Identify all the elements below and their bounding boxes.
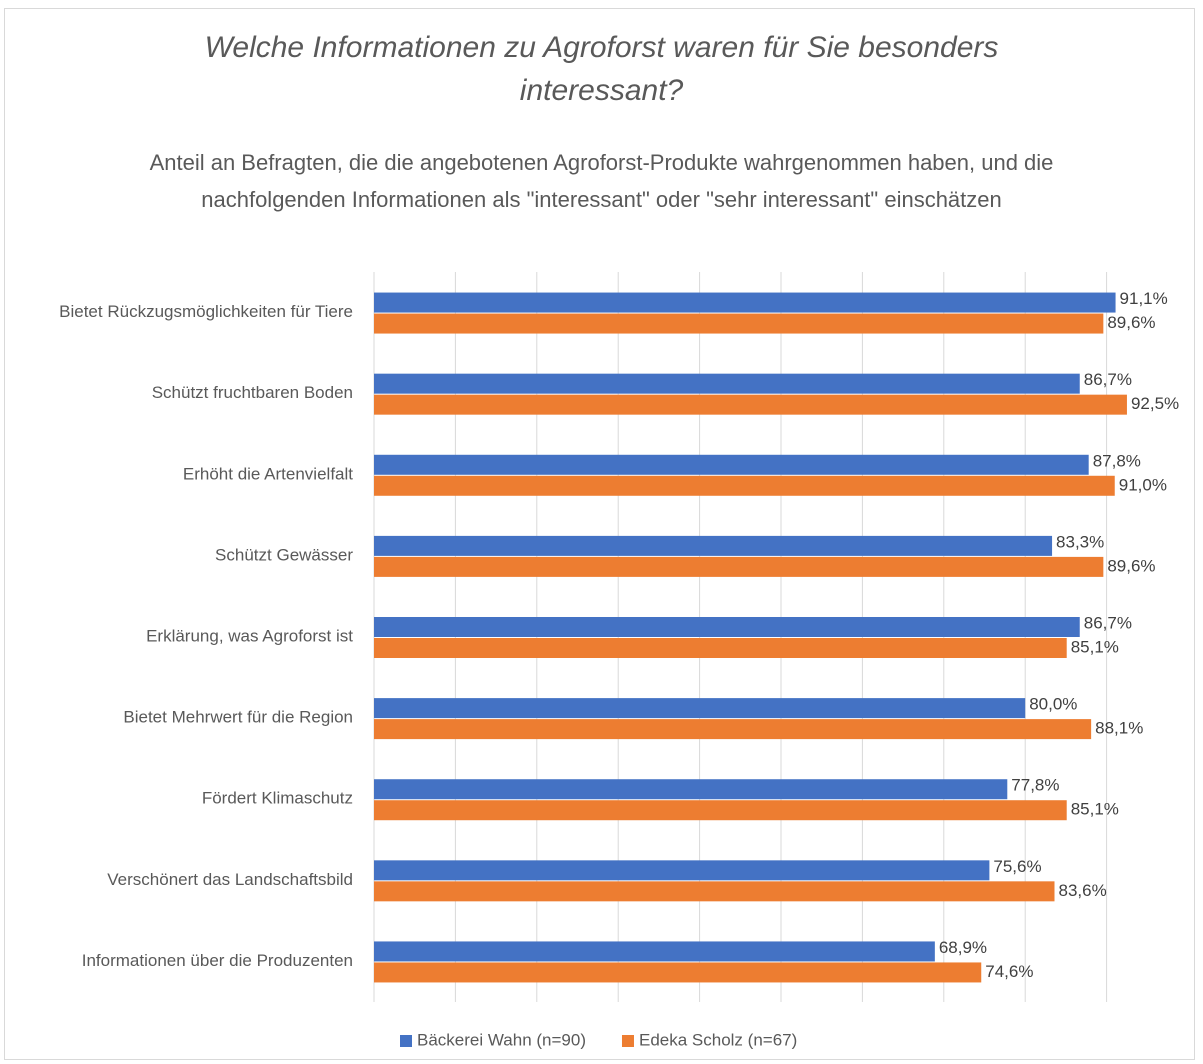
data-label: 83,3% — [1056, 532, 1104, 551]
data-label: 89,6% — [1107, 313, 1155, 332]
bar — [374, 292, 1116, 313]
category-label: Schützt fruchtbaren Boden — [152, 383, 353, 402]
legend-swatch — [400, 1035, 412, 1047]
data-label: 85,1% — [1071, 637, 1119, 656]
category-label: Informationen über die Produzenten — [82, 951, 353, 970]
bar — [374, 860, 990, 881]
bar — [374, 779, 1008, 800]
chart-subtitle: Anteil an Befragten, die die angebotenen… — [149, 150, 1054, 212]
category-label: Bietet Rückzugsmöglichkeiten für Tiere — [59, 302, 353, 321]
bar — [374, 638, 1067, 658]
bar — [374, 394, 1127, 415]
bar — [374, 941, 935, 962]
data-label: 77,8% — [1011, 776, 1059, 795]
bar — [374, 800, 1067, 821]
data-label: 85,1% — [1071, 800, 1119, 819]
bar — [374, 719, 1092, 740]
data-label: 83,6% — [1059, 881, 1107, 900]
category-label: Erklärung, was Agroforst ist — [146, 626, 353, 645]
category-label: Fördert Klimaschutz — [202, 789, 353, 808]
data-label: 89,6% — [1107, 556, 1155, 575]
data-label: 74,6% — [985, 962, 1033, 981]
data-label: 88,1% — [1095, 719, 1143, 738]
bar — [374, 962, 982, 983]
legend-label: Bäckerei Wahn (n=90) — [417, 1030, 586, 1049]
data-label: 87,8% — [1093, 451, 1141, 470]
bar — [374, 373, 1080, 394]
category-label: Erhöht die Artenvielfalt — [183, 464, 353, 483]
bar — [374, 556, 1104, 577]
data-label: 91,1% — [1120, 289, 1168, 308]
data-label: 86,7% — [1084, 370, 1132, 389]
bar — [374, 313, 1104, 334]
bar — [374, 475, 1115, 496]
legend-swatch — [621, 1035, 634, 1047]
category-label: Schützt Gewässer — [215, 545, 353, 564]
bar — [374, 617, 1080, 637]
category-label: Verschönert das Landschaftsbild — [107, 870, 353, 889]
data-label: 86,7% — [1084, 613, 1132, 632]
data-label: 75,6% — [993, 857, 1041, 876]
bar — [374, 881, 1055, 902]
data-label: 68,9% — [939, 938, 987, 957]
chart-subtitle-box: Anteil an Befragten, die die angebotenen… — [0, 144, 1203, 218]
chart-frame — [4, 8, 1195, 1060]
bar — [374, 698, 1026, 719]
data-label: 80,0% — [1029, 695, 1077, 714]
chart-title: Welche Informationen zu Agroforst waren … — [204, 31, 999, 107]
bar — [374, 535, 1053, 556]
bar — [374, 454, 1089, 475]
data-label: 91,0% — [1119, 475, 1167, 494]
data-label: 92,5% — [1131, 394, 1179, 413]
legend-label: Edeka Scholz (n=67) — [639, 1030, 797, 1049]
chart-title-box: Welche Informationen zu Agroforst waren … — [0, 26, 1203, 112]
category-label: Bietet Mehrwert für die Region — [123, 708, 353, 727]
